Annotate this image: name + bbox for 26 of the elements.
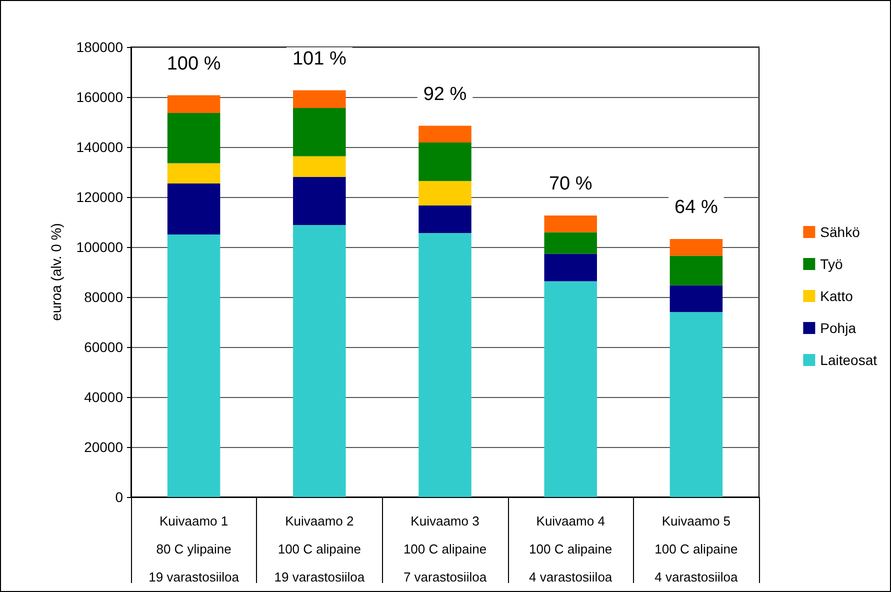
annotation: 64 % <box>674 197 718 218</box>
legend-label: Laiteosat <box>820 352 878 368</box>
y-tick-label: 60000 <box>84 339 124 355</box>
y-tick-label: 20000 <box>84 439 124 455</box>
x-tick-label: Kuivaamo 2 100 C alipaine 19 varastosiiloa <box>274 514 366 584</box>
annotation: 70 % <box>548 174 592 194</box>
legend-label: Työ <box>820 256 843 272</box>
y-tick-label: 140000 <box>76 139 124 155</box>
annotation: 100 % <box>166 53 221 74</box>
y-tick-label: 40000 <box>84 389 124 405</box>
annotation: 101 % <box>292 48 346 70</box>
legend-label: Sähkö <box>820 224 860 240</box>
legend-label: Katto <box>820 288 854 304</box>
legend-label: Pohja <box>820 320 856 336</box>
y-tick-label: 120000 <box>76 189 124 205</box>
y-tick-label: 80000 <box>84 289 124 305</box>
x-tick-label: Kuivaamo 5 100 C alipaine 4 varastosiiloa <box>654 514 739 584</box>
y-tick-label: 160000 <box>76 89 124 105</box>
annotation: 92 % <box>423 84 467 105</box>
x-tick-label: Kuivaamo 4 100 C alipaine 4 varastosiiloa <box>529 514 613 584</box>
x-tick-label: Kuivaamo 3 100 C alipaine 7 varastosiiloa <box>403 514 488 584</box>
y-tick-label: 100000 <box>76 239 124 255</box>
y-tick-label: 0 <box>115 489 124 505</box>
y-axis-title: euroa (alv. 0 %) <box>48 223 64 321</box>
x-tick-label: Kuivaamo 1 80 C ylipaine 19 varastosiiloa <box>148 514 240 584</box>
y-tick-label: 180000 <box>76 39 124 55</box>
